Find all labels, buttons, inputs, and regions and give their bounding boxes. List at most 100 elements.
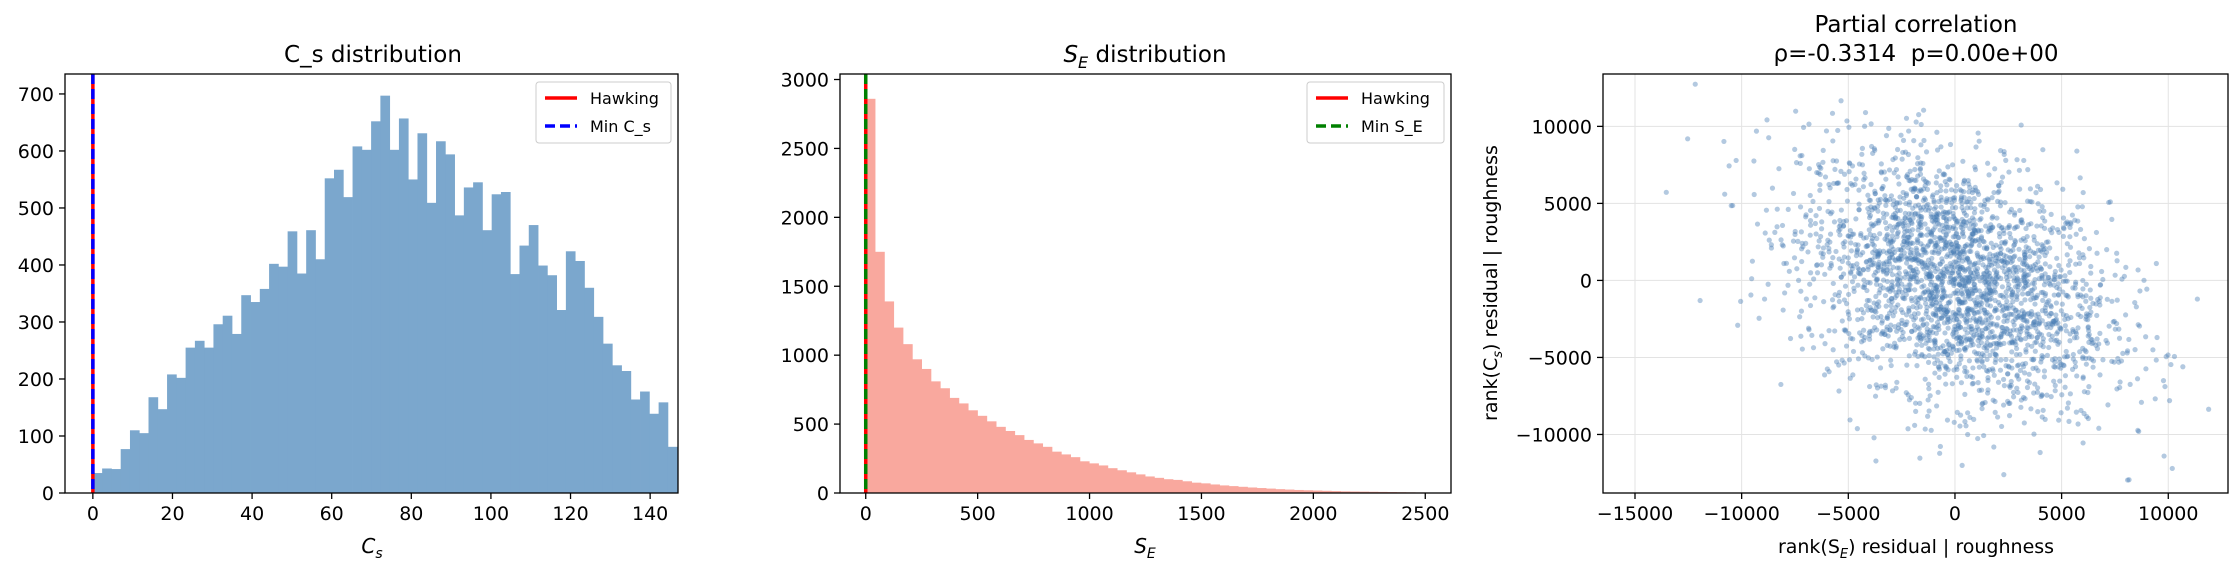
scatter-point xyxy=(1992,333,1998,339)
scatter-point xyxy=(1928,303,1934,309)
scatter-point xyxy=(1828,262,1835,269)
scatter-point xyxy=(2137,288,2143,294)
scatter-point xyxy=(1899,281,1905,287)
histogram-bar xyxy=(361,149,372,494)
scatter-point xyxy=(2022,255,2028,261)
scatter-point xyxy=(1976,242,1982,248)
histogram-bar xyxy=(473,182,483,493)
scatter-point xyxy=(2035,201,2041,207)
scatter-point xyxy=(1960,208,1967,214)
scatter-point xyxy=(1981,307,1988,313)
scatter-point xyxy=(1892,309,1898,315)
scatter-point xyxy=(2100,276,2106,283)
scatter-point xyxy=(1954,249,1961,255)
scatter-point xyxy=(1950,195,1956,201)
scatter-point xyxy=(1993,275,1999,281)
scatter-point xyxy=(2014,275,2020,281)
scatter-point xyxy=(2027,186,2033,192)
scatter-point xyxy=(1925,359,1932,365)
scatter-point xyxy=(1919,259,1925,265)
panel1-title: C_s distribution xyxy=(284,42,462,68)
scatter-point xyxy=(2113,320,2120,327)
panel-cs-distribution: C_s distribution 0 20 40 60 80 100 120 140 0100… xyxy=(18,42,679,562)
scatter-point xyxy=(1913,266,1919,272)
panel3-points xyxy=(1663,81,2212,483)
scatter-point xyxy=(1906,287,1912,293)
scatter-point xyxy=(2010,311,2016,317)
scatter-point xyxy=(1860,284,1866,290)
scatter-point xyxy=(1985,279,1991,285)
scatter-point xyxy=(2073,261,2079,267)
scatter-point xyxy=(2050,320,2056,326)
histogram-bar xyxy=(120,449,131,493)
scatter-point xyxy=(1854,307,1861,313)
scatter-point xyxy=(1909,220,1915,227)
scatter-point xyxy=(1806,325,1812,331)
scatter-point xyxy=(2060,233,2066,239)
scatter-point xyxy=(1898,247,1904,253)
scatter-point xyxy=(1874,249,1880,255)
x-tick-label: −5000 xyxy=(1816,503,1880,525)
scatter-point xyxy=(1986,172,1992,178)
scatter-point xyxy=(2180,364,2186,370)
scatter-point xyxy=(1959,276,1965,282)
scatter-point xyxy=(1933,204,1939,210)
scatter-point xyxy=(2007,340,2013,346)
scatter-point xyxy=(1847,417,1853,423)
scatter-point xyxy=(1932,288,1939,294)
scatter-point xyxy=(1888,244,1895,250)
scatter-point xyxy=(1848,180,1854,187)
scatter-point xyxy=(1945,269,1951,275)
scatter-point xyxy=(1817,187,1823,193)
scatter-point xyxy=(1888,285,1895,291)
panel2-title: SE distribution xyxy=(1063,42,1226,72)
scatter-point xyxy=(1891,249,1898,255)
scatter-point xyxy=(1786,268,1792,274)
scatter-point xyxy=(1888,282,1895,288)
scatter-point xyxy=(1957,335,1963,341)
scatter-point xyxy=(1979,359,1985,365)
scatter-point xyxy=(1931,346,1937,352)
panel1-x-ticks: 0 20 40 60 80 100 120 140 xyxy=(87,493,668,525)
scatter-point xyxy=(1956,296,1962,302)
scatter-point xyxy=(1955,253,1961,259)
scatter-point xyxy=(1915,310,1921,317)
scatter-point xyxy=(2002,258,2008,265)
scatter-point xyxy=(2094,250,2100,256)
scatter-point xyxy=(1945,367,1951,373)
scatter-point xyxy=(1908,273,1914,280)
scatter-point xyxy=(1938,304,1944,310)
scatter-point xyxy=(1812,295,1818,301)
scatter-point xyxy=(2023,261,2029,268)
scatter-point xyxy=(1925,242,1932,248)
scatter-point xyxy=(2023,244,2029,250)
scatter-point xyxy=(1902,220,1908,226)
y-tick-label: 5000 xyxy=(1544,193,1592,215)
scatter-point xyxy=(1970,231,1976,237)
scatter-point xyxy=(1797,204,1804,210)
scatter-point xyxy=(1929,232,1935,238)
scatter-point xyxy=(2111,318,2117,324)
scatter-point xyxy=(2080,354,2086,360)
scatter-point xyxy=(2027,248,2034,254)
scatter-point xyxy=(1878,169,1884,175)
scatter-point xyxy=(1967,414,1973,421)
histogram-bar xyxy=(111,469,122,493)
scatter-point xyxy=(1905,392,1911,398)
scatter-point xyxy=(1871,260,1877,266)
scatter-point xyxy=(1896,220,1902,227)
scatter-point xyxy=(1922,249,1928,255)
scatter-point xyxy=(1830,280,1836,287)
scatter-point xyxy=(1961,177,1968,183)
scatter-point xyxy=(1927,337,1933,344)
scatter-point xyxy=(2007,268,2013,275)
scatter-point xyxy=(1959,254,1965,260)
scatter-point xyxy=(1962,317,1968,323)
scatter-point xyxy=(1962,391,1968,397)
histogram-bar xyxy=(1163,479,1174,493)
scatter-point xyxy=(2089,340,2095,347)
scatter-point xyxy=(2077,175,2083,181)
scatter-point xyxy=(1984,206,1990,213)
scatter-point xyxy=(1984,340,1990,346)
scatter-point xyxy=(1891,224,1897,230)
